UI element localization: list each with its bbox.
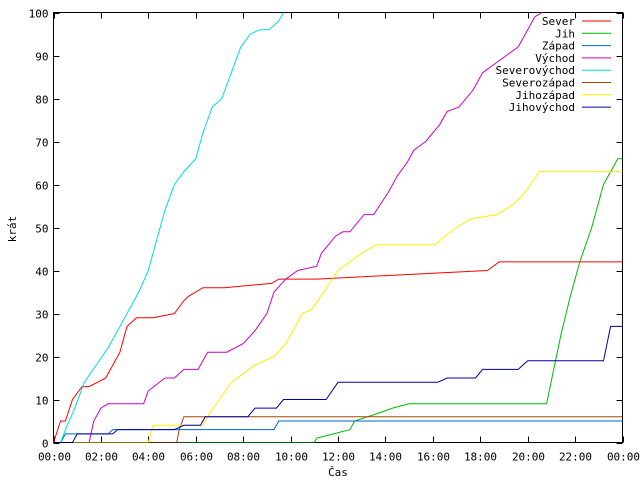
legend-label: Sever: [542, 15, 575, 28]
x-tick-label: 16:00: [417, 451, 450, 464]
x-tick-label: 12:00: [322, 451, 355, 464]
x-axis-label: Čas: [328, 466, 348, 479]
x-tick-label: 10:00: [275, 451, 308, 464]
x-tick-label: 02:00: [85, 451, 118, 464]
x-tick-label: 08:00: [227, 451, 260, 464]
y-tick-label: 40: [35, 266, 48, 279]
y-tick-label: 90: [35, 51, 48, 64]
y-axis-ticks: 0 10 20 30 40 50 60 70 80 90 100: [29, 8, 623, 451]
y-tick-label: 60: [35, 180, 48, 193]
x-tick-label: 22:00: [559, 451, 592, 464]
legend-label: Jih: [555, 27, 575, 40]
y-tick-label: 30: [35, 309, 48, 322]
y-tick-label: 80: [35, 94, 48, 107]
legend-label: Východ: [535, 52, 575, 65]
legend-label: Severozápad: [502, 77, 575, 90]
y-tick-label: 70: [35, 137, 48, 150]
legend-label: Jihozápad: [515, 89, 575, 102]
x-tick-label: 00:00: [38, 451, 71, 464]
x-tick-label: 20:00: [512, 451, 545, 464]
y-tick-label: 50: [35, 223, 48, 236]
series-line-2: [53, 158, 623, 443]
y-tick-label: 20: [35, 352, 48, 365]
x-tick-label: 04:00: [132, 451, 165, 464]
legend: SeverJihZápadVýchodSeverovýchodSeverozáp…: [496, 15, 611, 114]
legend-label: Západ: [542, 40, 575, 53]
y-tick-label: 0: [42, 438, 49, 451]
series-line-6: [53, 416, 623, 443]
x-tick-label: 06:00: [180, 451, 213, 464]
x-tick-label: 14:00: [369, 451, 402, 464]
y-tick-label: 10: [35, 395, 48, 408]
series-layer: [53, 12, 623, 443]
y-axis-label: krát: [6, 216, 19, 243]
series-line-4: [53, 12, 543, 443]
series-line-5: [53, 12, 284, 443]
y-tick-label: 100: [29, 8, 49, 21]
series-line-7: [53, 171, 623, 443]
legend-label: Jihovýchod: [509, 101, 575, 114]
legend-label: Severovýchod: [496, 64, 575, 77]
x-axis-ticks: 00:00 02:00 04:00 06:00 08:00 10:00 12:00 14:00…: [38, 12, 640, 464]
x-tick-label: 18:00: [464, 451, 497, 464]
series-line-8: [53, 325, 623, 443]
x-tick-label: 00:00: [607, 451, 640, 464]
